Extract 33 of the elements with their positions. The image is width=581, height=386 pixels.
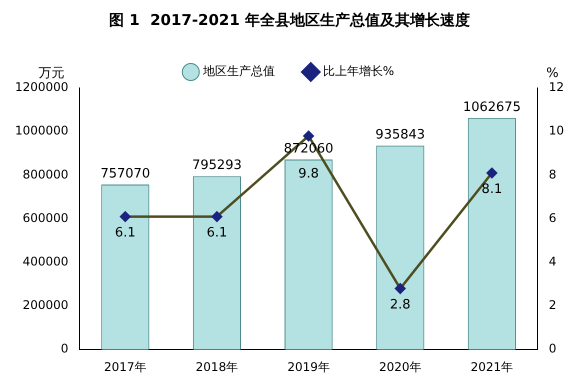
data-label: 6.1	[114, 225, 136, 240]
y-tick-label: 800000	[22, 167, 68, 182]
y-tick-label: 200000	[22, 298, 68, 312]
y2-tick-label: 0	[548, 342, 556, 356]
x-tick-label: 2017年	[104, 360, 147, 374]
y2-tick-label: 2	[548, 298, 556, 312]
y2-axis-title: %	[546, 66, 559, 81]
y2-tick-label: 10	[548, 124, 564, 138]
data-label: 6.1	[206, 225, 228, 240]
data-label: 935843	[375, 127, 426, 142]
data-label: 8.1	[482, 182, 502, 197]
y-tick-label: 600000	[22, 210, 68, 225]
y2-tick-label: 6	[548, 210, 556, 225]
y-tick-label: 0	[60, 342, 68, 356]
data-label: 2.8	[390, 297, 411, 312]
x-tick-label: 2020年	[378, 360, 422, 374]
legend-label: 地区生产总值	[202, 64, 275, 78]
y-tick-label: 1000000	[14, 124, 68, 138]
y-tick-label: 1200000	[14, 80, 68, 94]
legend-label: 比上年增长%	[322, 64, 394, 78]
chart-title: 图 1 2017-2021 年全县地区生产总值及其增长速度	[108, 10, 470, 29]
x-tick-label: 2021年	[470, 360, 514, 374]
y2-tick-label: 8	[548, 167, 556, 182]
data-label: 757070	[100, 166, 150, 182]
x-tick-label: 2018年	[196, 360, 238, 374]
data-label: 9.8	[298, 166, 319, 182]
y-tick-label: 400000	[22, 254, 68, 269]
x-tick-label: 2019年	[287, 360, 330, 374]
y-axis-title: 万元	[38, 66, 65, 81]
data-label: 795293	[192, 158, 242, 174]
data-label: 1062675	[462, 100, 521, 115]
y2-tick-label: 4	[548, 254, 556, 269]
y2-tick-label: 12	[548, 80, 564, 94]
